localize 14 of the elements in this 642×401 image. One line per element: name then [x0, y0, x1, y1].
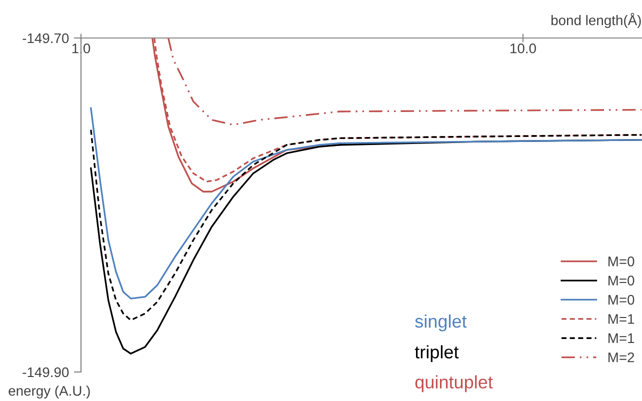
annotation: triplet: [414, 345, 459, 362]
x-tick-label: 10.0: [510, 43, 536, 54]
legend-label: M=0: [608, 294, 634, 305]
text: quintuplet: [415, 375, 493, 392]
y-tick-label: -149.90: [22, 367, 69, 378]
legend-label: M=0: [608, 276, 634, 286]
x-axis-title: bond length(Å): [551, 12, 641, 28]
legend-label: M=2: [608, 352, 634, 362]
y-axis-title: energy (A.U.): [8, 386, 90, 399]
legend-label: M=1: [608, 333, 634, 343]
annotation: singlet: [415, 314, 467, 332]
y-tick-label: -149.70: [22, 33, 69, 44]
legend-label: M=0: [608, 256, 634, 266]
legend-label: M=1: [608, 314, 634, 324]
